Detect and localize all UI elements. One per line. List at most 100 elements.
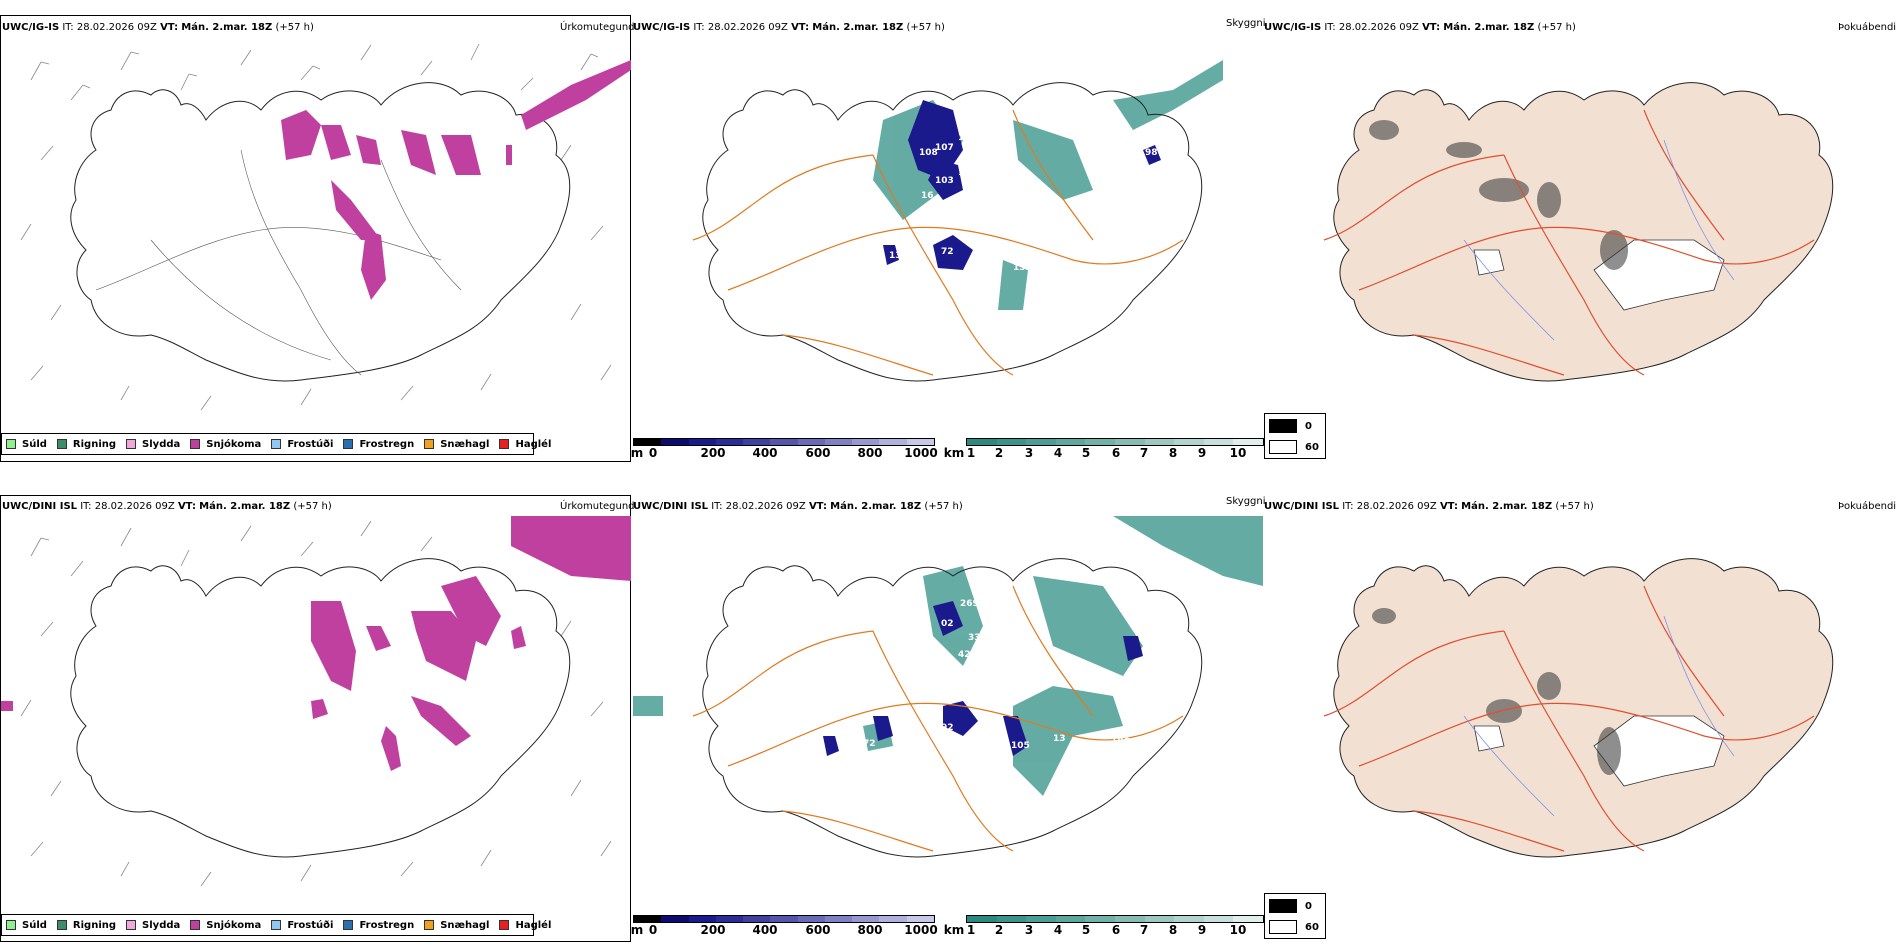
- it-value: 28.02.2026 09Z: [76, 22, 157, 33]
- legend-swatch: [271, 920, 282, 930]
- legend-swatch: [271, 439, 282, 449]
- legend-swatch: [56, 439, 67, 449]
- cloud-base-colorbar: m 0 200 400 600 800 1000: [631, 915, 938, 937]
- tick-label: 400: [752, 446, 778, 460]
- value-label: 427: [1089, 129, 1108, 139]
- legend-item: Snæhagl: [424, 439, 489, 450]
- snow-patches: [1, 516, 631, 771]
- value-label: 298: [1089, 145, 1108, 155]
- value-label: 92: [941, 723, 954, 733]
- legend-item: Slydda: [126, 439, 180, 450]
- iceland-land: [1333, 82, 1834, 382]
- precip-map-1: [20, 43, 631, 411]
- roads: [95, 149, 462, 376]
- snow-patches: [281, 60, 631, 300]
- row2-header-cloud: UWC/DINI ISL IT: 28.02.2026 09Z VT: Mán.…: [633, 501, 963, 513]
- vt-value: Mán. 2.mar. 18Z: [181, 22, 273, 33]
- model-name: UWC/DINI ISL: [633, 501, 709, 512]
- tick-label: 800: [857, 923, 883, 937]
- value-label: 208: [995, 115, 1014, 125]
- fog-legend: 0 60: [1264, 893, 1326, 939]
- tick-label: 7: [1139, 446, 1149, 460]
- model-name: UWC/DINI ISL: [1264, 501, 1340, 512]
- visibility-colorbar: km 1 2 3 4 5 6 7 8 9 10: [944, 915, 1264, 937]
- fog-legend-item: 0: [1269, 417, 1321, 435]
- forecast-offset: (+57 h): [1537, 22, 1576, 33]
- it-value: 28.02.2026 09Z: [94, 501, 175, 512]
- legend-item: Rigning: [56, 920, 116, 931]
- vt-label: VT:: [808, 501, 827, 512]
- tick-label: 8: [1168, 923, 1178, 937]
- tick-label: 4: [1053, 923, 1063, 937]
- vt-label: VT:: [1439, 501, 1458, 512]
- tick-label: 3: [1024, 446, 1034, 460]
- cloud-panel-title: Skyggni: [1226, 496, 1266, 507]
- it-label: IT:: [693, 22, 705, 33]
- fog-patches: [1369, 120, 1628, 270]
- legend-swatch: [343, 439, 354, 449]
- value-label: 105: [1011, 741, 1030, 751]
- tick-label: 8: [1168, 446, 1178, 460]
- tick-label: 10: [1229, 923, 1247, 937]
- legend-item: Snjókoma: [190, 439, 261, 450]
- value-label: 107: [935, 143, 954, 153]
- forecast-offset: (+57 h): [1555, 501, 1594, 512]
- vt-value: Mán. 2.mar. 18Z: [812, 22, 904, 33]
- tick-label: 2: [994, 446, 1004, 460]
- it-label: IT:: [711, 501, 723, 512]
- it-label: IT:: [80, 501, 92, 512]
- vt-label: VT:: [1422, 22, 1441, 33]
- cloud-values: 269 02 338 429 15 23 148 661 109 92 72 1…: [863, 594, 1182, 775]
- value-label: 661: [1163, 677, 1182, 687]
- cloud-map-2: 269 02 338 429 15 23 148 661 109 92 72 1…: [633, 516, 1263, 858]
- legend-item: Súld: [6, 920, 47, 931]
- value-label: 338: [968, 633, 987, 643]
- legend-swatch: [6, 439, 16, 449]
- value-label: 429: [958, 650, 977, 660]
- model-name: UWC/DINI ISL: [2, 501, 78, 512]
- fog-swatch: [1269, 899, 1297, 913]
- fog-legend-item: 60: [1269, 438, 1321, 456]
- iceland-outline: [702, 82, 1203, 382]
- precip-map-frame: [0, 15, 631, 462]
- value-label: 02: [941, 619, 954, 629]
- forecast-offset: (+57 h): [293, 501, 332, 512]
- colorbar-unit: m: [630, 446, 644, 460]
- cloud-base-areas: [823, 601, 1143, 756]
- tick-label: 2: [994, 923, 1004, 937]
- visibility-swatches: [966, 915, 1264, 923]
- cloud-base-ticks: m 0 200 400 600 800 1000: [631, 923, 938, 937]
- legend-item: Frostregn: [343, 439, 414, 450]
- legend-item: Frostúði: [271, 920, 333, 931]
- legend-swatch: [424, 920, 435, 930]
- value-label: 15: [990, 650, 1003, 660]
- legend-swatch: [499, 439, 510, 449]
- wind-barbs: [20, 43, 612, 411]
- tick-label: 9: [1197, 446, 1207, 460]
- cloud-base-ticks: m 0 200 400 600 800 1000: [630, 446, 938, 460]
- tick-label: 9: [1197, 923, 1207, 937]
- roads: [1323, 109, 1815, 376]
- tick-label: 0: [648, 446, 658, 460]
- legend-swatch: [6, 920, 16, 930]
- precip-map-frame: [0, 495, 631, 942]
- row2-header-fog: UWC/DINI ISL IT: 28.02.2026 09Z VT: Mán.…: [1264, 501, 1594, 513]
- tick-label: 600: [805, 923, 831, 937]
- legend-item: Haglél: [499, 920, 551, 931]
- value-label: 148: [1138, 628, 1157, 638]
- it-label: IT:: [62, 22, 74, 33]
- visibility-ticks: km 1 2 3 4 5 6 7 8 9 10: [944, 923, 1264, 937]
- cloud-base-colorbar: m 0 200 400 600 800 1000: [630, 438, 938, 460]
- colorbar-unit: km: [943, 446, 965, 460]
- row1-header-cloud: UWC/IG-IS IT: 28.02.2026 09Z VT: Mán. 2.…: [633, 22, 945, 34]
- vt-value: Mán. 2.mar. 18Z: [830, 501, 922, 512]
- legend-item: Snæhagl: [424, 920, 489, 931]
- it-value: 28.02.2026 09Z: [707, 22, 788, 33]
- vt-label: VT:: [160, 22, 179, 33]
- fog-swatch: [1269, 419, 1297, 433]
- tick-label: 1: [966, 923, 976, 937]
- model-name: UWC/IG-IS: [633, 22, 691, 33]
- legend-item: Rigning: [56, 439, 116, 450]
- value-label: 135: [1013, 263, 1032, 273]
- cloud-base-areas: [883, 100, 1161, 270]
